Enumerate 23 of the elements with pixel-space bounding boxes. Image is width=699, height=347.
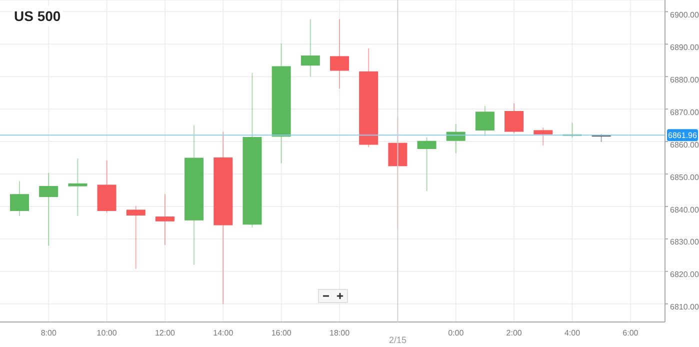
- ref-line-label: 6861.96: [668, 131, 698, 140]
- x-tick-label: 14:00: [213, 328, 234, 338]
- x-tick-label: 10:00: [96, 328, 118, 338]
- text: 2/15: [388, 335, 406, 345]
- x-tick-label: 0:00: [448, 328, 464, 338]
- x-tick-label: 18:00: [330, 328, 350, 338]
- x-tick-label: 16:00: [271, 328, 292, 338]
- text: US 500: [12, 6, 63, 26]
- y-tick-label: 6870.00: [670, 108, 699, 117]
- y-tick-label: 6880.00: [670, 75, 699, 84]
- y-tick-label: 6830.00: [670, 238, 699, 247]
- y-tick-label: 6810.00: [670, 302, 699, 312]
- y-tick-label: 6890.00: [670, 42, 699, 52]
- y-tick-label: 6840.00: [670, 205, 699, 214]
- y-tick-label: 6900.00: [670, 10, 699, 20]
- y-tick-label: 6860.00: [670, 140, 699, 150]
- x-tick-label: 8:00: [40, 328, 57, 338]
- y-tick-label: 6820.00: [670, 270, 699, 280]
- x-tick-label: 6:00: [622, 328, 639, 338]
- y-tick-label: 6850.00: [670, 172, 699, 182]
- x-tick-label: 12:00: [154, 328, 176, 338]
- x-tick-label: 2:00: [506, 328, 522, 338]
- x-tick-label: 4:00: [564, 328, 581, 338]
